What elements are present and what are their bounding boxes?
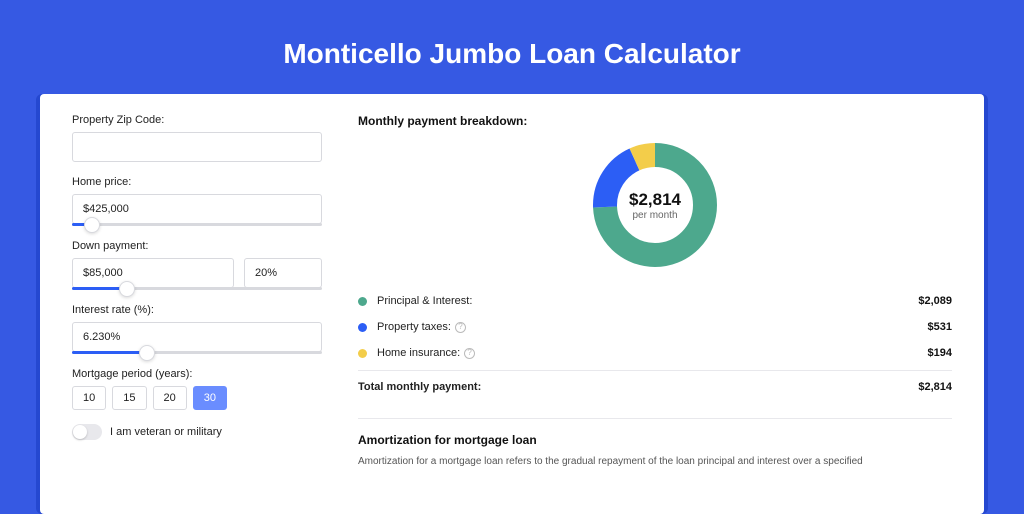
legend-total-row: Total monthly payment: $2,814	[358, 370, 952, 400]
legend: Principal & Interest:$2,089Property taxe…	[358, 288, 952, 366]
home-price-field: Home price:	[72, 176, 322, 226]
legend-label: Home insurance: ?	[377, 347, 928, 359]
home-price-input[interactable]	[72, 194, 322, 224]
calculator-card: Property Zip Code: Home price: Down paym…	[40, 94, 984, 514]
interest-rate-input[interactable]	[72, 322, 322, 352]
mortgage-period-label: Mortgage period (years):	[72, 368, 322, 380]
legend-value: $194	[928, 347, 952, 359]
outer-card: Property Zip Code: Home price: Down paym…	[36, 94, 988, 514]
interest-rate-slider-thumb[interactable]	[139, 345, 155, 361]
interest-rate-slider[interactable]	[72, 351, 322, 354]
veteran-toggle-row: I am veteran or military	[72, 424, 322, 440]
legend-swatch	[358, 297, 367, 306]
legend-value: $531	[928, 321, 952, 333]
info-icon[interactable]: ?	[464, 348, 475, 359]
zip-label: Property Zip Code:	[72, 114, 322, 126]
legend-swatch	[358, 323, 367, 332]
interest-rate-slider-fill	[72, 351, 147, 354]
amortization-title: Amortization for mortgage loan	[358, 433, 952, 447]
home-price-slider[interactable]	[72, 223, 322, 226]
legend-swatch	[358, 349, 367, 358]
down-payment-pct-input[interactable]	[244, 258, 322, 288]
page-title: Monticello Jumbo Loan Calculator	[0, 0, 1024, 94]
breakdown-title: Monthly payment breakdown:	[358, 114, 952, 128]
zip-input[interactable]	[72, 132, 322, 162]
period-button-20[interactable]: 20	[153, 386, 187, 410]
amortization-section: Amortization for mortgage loan Amortizat…	[358, 418, 952, 469]
inputs-column: Property Zip Code: Home price: Down paym…	[72, 114, 322, 514]
payment-donut-chart: $2,814 per month	[590, 140, 720, 270]
donut-center: $2,814 per month	[590, 140, 720, 270]
donut-sub: per month	[632, 210, 677, 221]
legend-row: Property taxes: ?$531	[358, 314, 952, 340]
home-price-slider-thumb[interactable]	[84, 217, 100, 233]
amortization-text: Amortization for a mortgage loan refers …	[358, 455, 952, 469]
legend-value: $2,089	[918, 295, 952, 307]
down-payment-field: Down payment:	[72, 240, 322, 290]
down-payment-label: Down payment:	[72, 240, 322, 252]
legend-row: Home insurance: ?$194	[358, 340, 952, 366]
down-payment-slider-thumb[interactable]	[119, 281, 135, 297]
period-button-10[interactable]: 10	[72, 386, 106, 410]
interest-rate-field: Interest rate (%):	[72, 304, 322, 354]
legend-label: Principal & Interest:	[377, 295, 918, 307]
legend-label: Property taxes: ?	[377, 321, 928, 333]
legend-total-label: Total monthly payment:	[358, 381, 918, 393]
veteran-label: I am veteran or military	[110, 426, 222, 438]
info-icon[interactable]: ?	[455, 322, 466, 333]
down-payment-slider[interactable]	[72, 287, 322, 290]
down-payment-input[interactable]	[72, 258, 234, 288]
breakdown-column: Monthly payment breakdown: $2,814 per mo…	[358, 114, 952, 514]
donut-wrap: $2,814 per month	[358, 140, 952, 270]
mortgage-period-field: Mortgage period (years): 1015 2030	[72, 368, 322, 410]
legend-row: Principal & Interest:$2,089	[358, 288, 952, 314]
veteran-toggle-knob	[73, 425, 87, 439]
period-button-30[interactable]: 30	[193, 386, 227, 410]
legend-total-value: $2,814	[918, 381, 952, 393]
veteran-toggle[interactable]	[72, 424, 102, 440]
interest-rate-label: Interest rate (%):	[72, 304, 322, 316]
donut-amount: $2,814	[629, 190, 681, 210]
home-price-label: Home price:	[72, 176, 322, 188]
mortgage-period-buttons: 1015 2030	[72, 386, 322, 410]
zip-field: Property Zip Code:	[72, 114, 322, 162]
period-button-15[interactable]: 15	[112, 386, 146, 410]
